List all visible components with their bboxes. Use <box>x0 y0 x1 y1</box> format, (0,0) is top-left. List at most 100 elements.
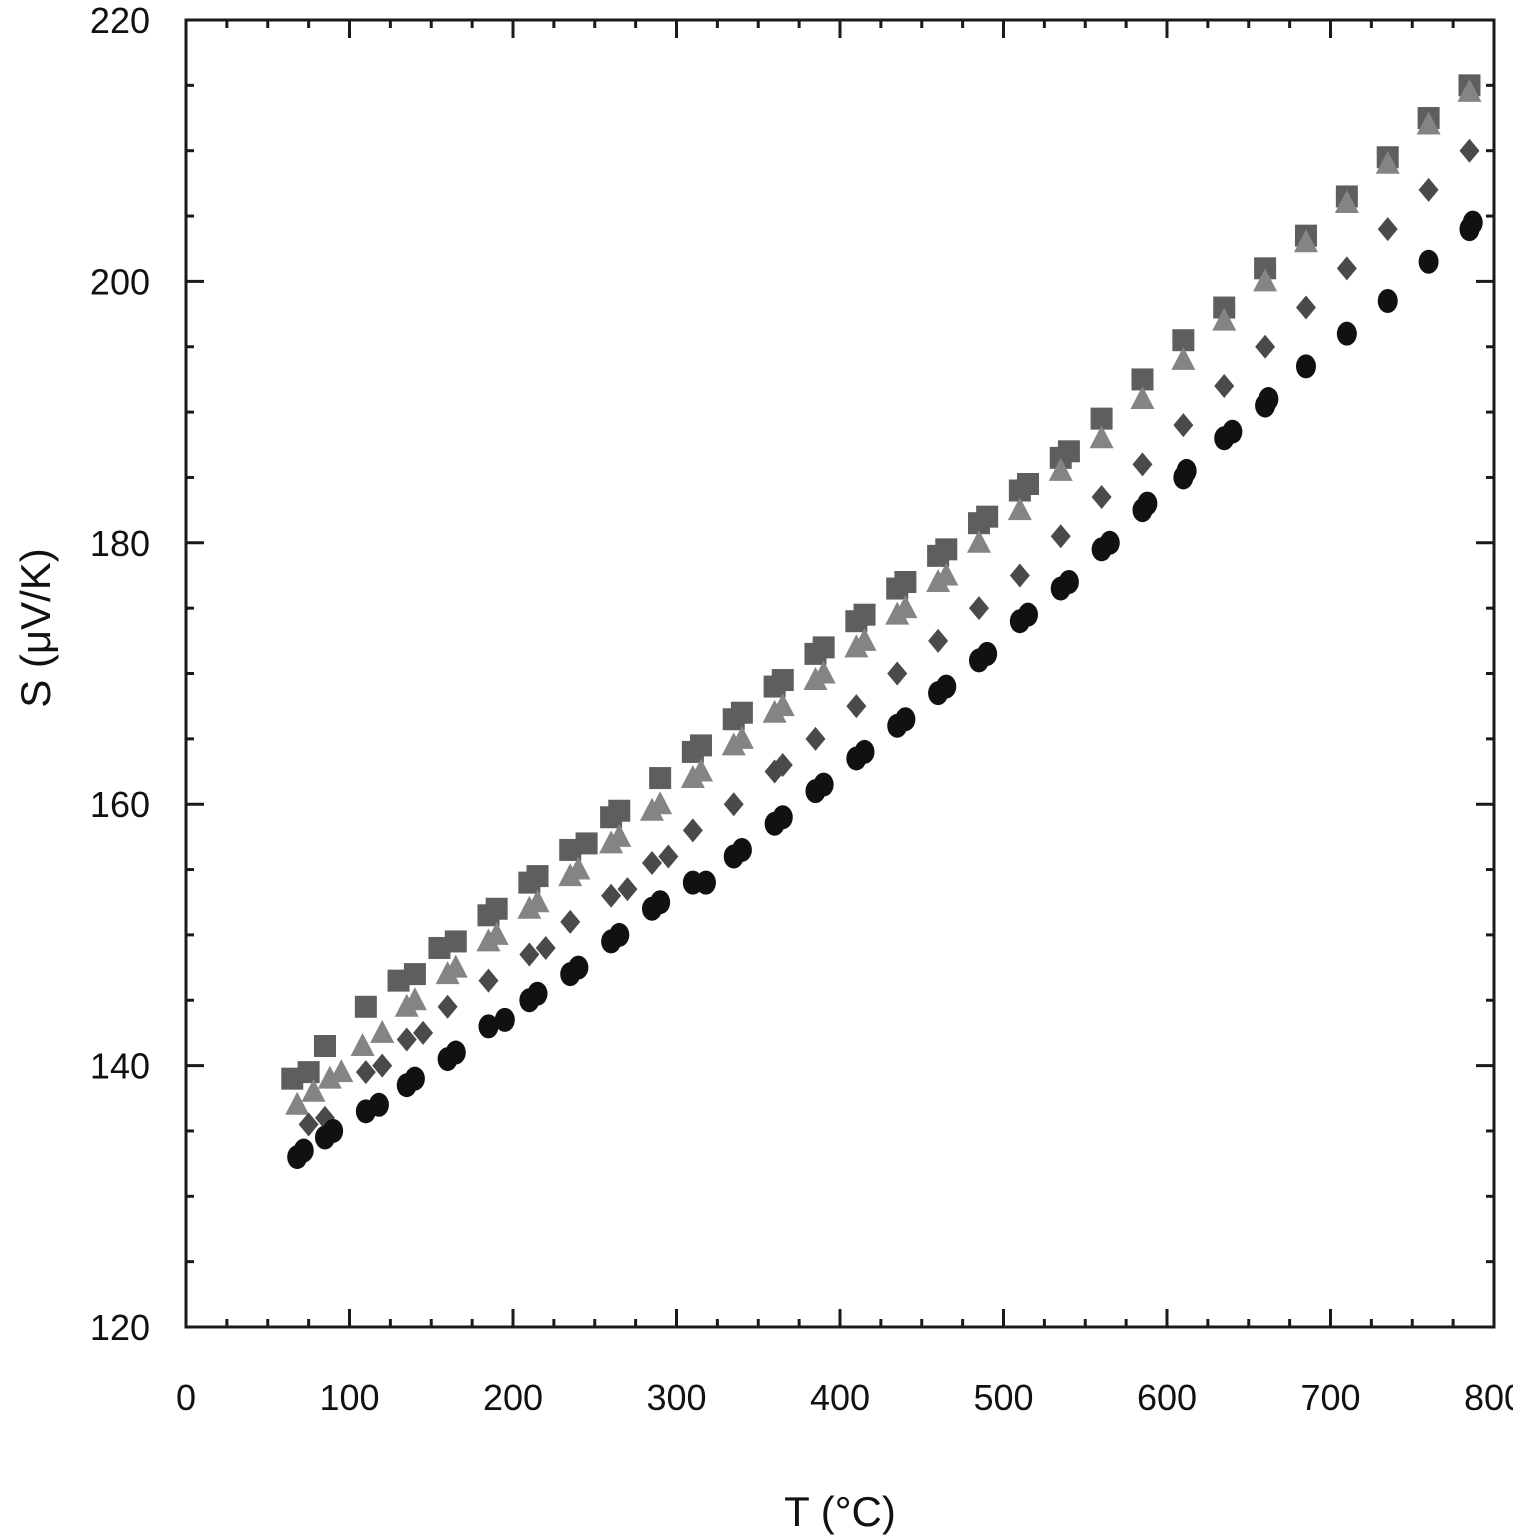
triangle-marker <box>285 1091 310 1115</box>
y-tick-label: 180 <box>90 523 150 564</box>
circle-marker <box>650 890 671 915</box>
diamond-marker <box>1459 138 1480 163</box>
x-tick-label: 100 <box>319 1377 379 1418</box>
circle-marker <box>404 1066 425 1091</box>
diamond-marker <box>1336 256 1357 281</box>
triangle-marker <box>350 1032 375 1056</box>
circle-marker <box>977 641 998 666</box>
diamond-marker <box>723 792 744 817</box>
triangle-marker <box>1253 268 1278 292</box>
circle-marker <box>1099 530 1120 555</box>
circle-marker <box>731 837 752 862</box>
triangle-marker <box>1171 346 1196 370</box>
diamond-marker <box>617 877 638 902</box>
triangle-marker <box>966 529 991 553</box>
x-tick-label: 600 <box>1137 1377 1197 1418</box>
y-tick-label: 160 <box>90 784 150 825</box>
diamond-marker <box>805 726 826 751</box>
circle-marker <box>854 739 875 764</box>
square-marker <box>485 897 508 920</box>
triangle-marker <box>317 1065 342 1089</box>
square-marker <box>403 963 426 986</box>
circle-marker <box>609 922 630 947</box>
diamond-marker <box>1009 563 1030 588</box>
square-marker <box>1131 368 1154 391</box>
triangle-marker <box>1212 307 1237 331</box>
circle-marker <box>323 1118 344 1143</box>
diamond-marker <box>601 883 622 908</box>
triangle-marker <box>689 758 714 782</box>
circle-marker <box>1222 419 1243 444</box>
triangle-marker <box>1416 111 1441 135</box>
x-axis-title: T (°C) <box>784 1488 896 1535</box>
triangle-marker <box>1375 150 1400 174</box>
diamond-marker <box>1091 485 1112 510</box>
circle-marker <box>1058 570 1079 595</box>
diamond-marker <box>355 1060 376 1085</box>
diamond-marker <box>519 942 540 967</box>
triangle-marker <box>525 889 550 913</box>
triangle-marker <box>329 1059 354 1083</box>
diamond-marker <box>846 694 867 719</box>
diamond-marker <box>1050 524 1071 549</box>
circle-marker <box>527 981 548 1006</box>
circle-marker <box>568 955 589 980</box>
circle-marker <box>1018 602 1039 627</box>
diamond-marker <box>298 1112 319 1137</box>
diamond-marker <box>413 1020 434 1045</box>
diamond-marker <box>560 909 581 934</box>
x-tick-label: 500 <box>973 1377 1033 1418</box>
square-marker <box>935 538 958 561</box>
x-tick-label: 300 <box>646 1377 706 1418</box>
y-tick-label: 120 <box>90 1307 150 1348</box>
circle-marker <box>445 1040 466 1065</box>
diamond-marker <box>682 818 703 843</box>
x-tick-labels: 0 100 200 300 400 500 600 700 800 <box>176 1377 1513 1418</box>
circle-marker <box>368 1092 389 1117</box>
triangle-marker <box>1007 497 1032 521</box>
square-marker <box>608 799 631 822</box>
diamond-marker <box>641 851 662 876</box>
x-tick-label: 200 <box>483 1377 543 1418</box>
square-marker <box>690 734 713 757</box>
triangle-marker <box>1334 189 1359 213</box>
x-tick-label: 400 <box>810 1377 870 1418</box>
diamond-marker <box>372 1053 393 1078</box>
square-marker <box>575 832 598 855</box>
triangle-marker <box>484 921 509 945</box>
diamond-marker <box>478 968 499 993</box>
triangle-marker <box>770 693 795 717</box>
y-tick-label: 200 <box>90 261 150 302</box>
diamond-marker <box>535 935 556 960</box>
triangle-marker <box>1293 229 1318 253</box>
circle-marker <box>1336 321 1357 346</box>
y-tick-label: 220 <box>90 0 150 41</box>
square-marker <box>1254 257 1277 280</box>
triangle-marker <box>607 823 632 847</box>
square-marker <box>354 995 377 1018</box>
circle-marker <box>1418 249 1439 274</box>
square-marker <box>730 701 753 724</box>
circle-marker <box>1176 458 1197 483</box>
x-tick-label: 0 <box>176 1377 196 1418</box>
square-marker <box>313 1034 336 1057</box>
square-marker <box>853 603 876 626</box>
x-tick-label: 700 <box>1300 1377 1360 1418</box>
square-marker <box>649 767 672 790</box>
diamond-marker <box>658 844 679 869</box>
circle-marker <box>772 805 793 830</box>
triangle-marker <box>301 1078 326 1102</box>
y-tick-labels: 120 140 160 180 200 220 <box>90 0 150 1348</box>
circle-marker <box>1377 289 1398 314</box>
diamond-marker <box>437 994 458 1019</box>
diamond-marker <box>1255 334 1276 359</box>
square-marker <box>1057 440 1080 463</box>
diamond-marker <box>887 661 908 686</box>
triangle-marker <box>648 791 673 815</box>
triangle-marker <box>893 595 918 619</box>
square-marker <box>771 669 794 692</box>
triangle-marker <box>1457 78 1482 102</box>
triangle-marker <box>1089 425 1114 449</box>
diamond-marker <box>1214 373 1235 398</box>
